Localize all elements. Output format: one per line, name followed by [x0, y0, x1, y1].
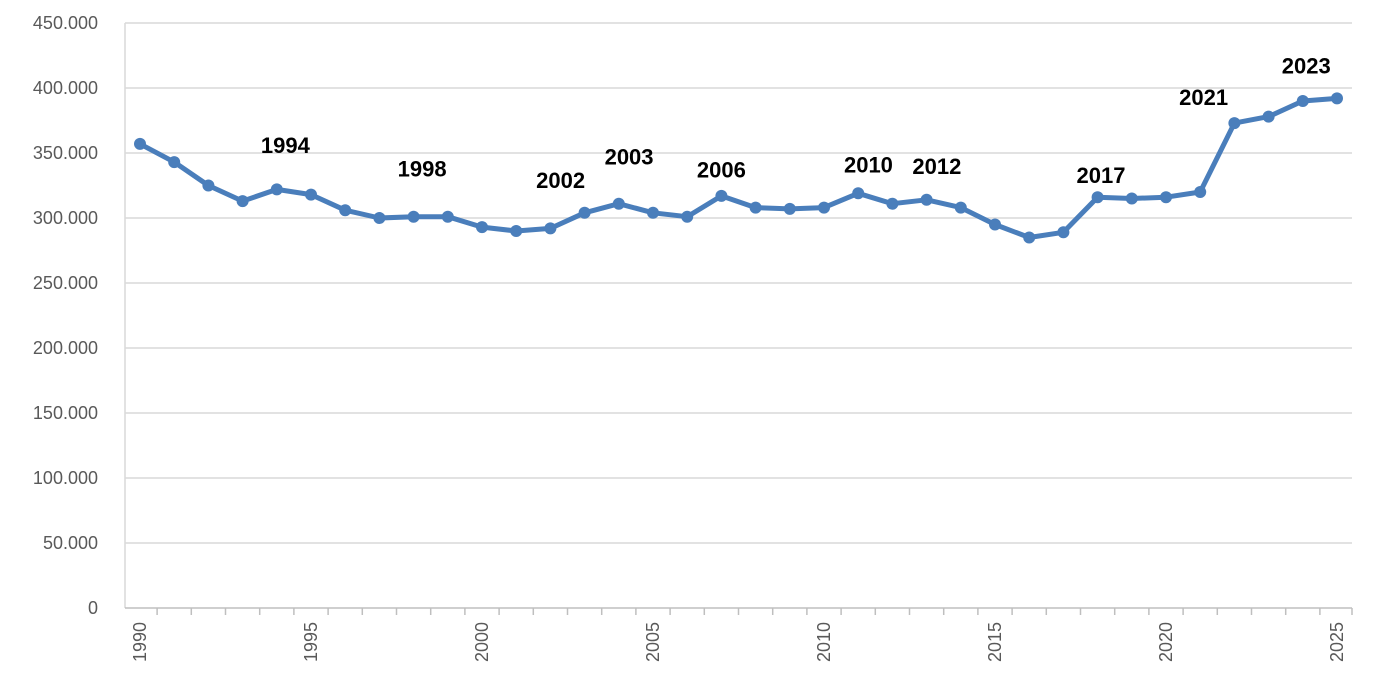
data-point [339, 204, 352, 217]
data-point [920, 193, 933, 206]
data-point [168, 156, 181, 169]
data-point [476, 221, 488, 234]
annotation-label: 2006 [697, 158, 746, 183]
x-tick-label: 2015 [985, 622, 1005, 662]
data-point [510, 225, 523, 237]
x-tick-label: 2025 [1327, 622, 1347, 662]
x-tick-labels: 1990 1995 2000 2005 2010 2015 2020 2025 [130, 622, 1347, 662]
data-point [612, 197, 625, 210]
x-tick-label: 1990 [130, 622, 150, 662]
annotation-label: 2017 [1077, 163, 1126, 188]
data-point [954, 201, 967, 214]
data-point [305, 188, 317, 201]
annotations: 1994 1998 2002 2003 2006 2010 2012 2017 2021 2023 [261, 54, 1331, 193]
data-point [202, 179, 215, 192]
data-point [1228, 117, 1241, 130]
gridlines [125, 22, 1352, 544]
series-group [134, 92, 1343, 244]
x-tick-label: 2000 [472, 622, 492, 662]
x-tick-label: 1995 [301, 622, 321, 662]
y-tick-label: 350.000 [33, 143, 98, 163]
data-point [1091, 191, 1104, 204]
data-point [1331, 92, 1343, 105]
data-point [1262, 110, 1275, 123]
data-point [134, 137, 146, 150]
data-point [989, 218, 1001, 231]
x-tick-label: 2020 [1156, 622, 1176, 662]
data-point [818, 201, 830, 214]
annotation-label: 2003 [605, 145, 654, 170]
data-point [715, 189, 728, 202]
data-point [441, 210, 454, 223]
data-point [749, 201, 762, 214]
data-point [852, 187, 865, 200]
annotation-label: 2023 [1282, 54, 1331, 79]
y-tick-label: 300.000 [33, 208, 98, 228]
x-tick-label: 2005 [643, 622, 663, 662]
annotation-label: 1998 [398, 156, 447, 181]
annotation-label: 2012 [912, 154, 961, 179]
data-point [1023, 231, 1036, 244]
data-point [1125, 192, 1138, 205]
data-point [407, 210, 420, 223]
x-tick-label: 2010 [814, 622, 834, 662]
data-point [236, 195, 249, 208]
y-tick-label: 150.000 [33, 403, 98, 423]
y-tick-label: 250.000 [33, 273, 98, 293]
data-point [1296, 95, 1309, 107]
data-point [373, 212, 386, 224]
y-tick-label: 200.000 [33, 338, 98, 358]
y-tick-label: 400.000 [33, 78, 98, 98]
data-point [544, 222, 557, 235]
data-point [783, 202, 796, 215]
annotation-label: 2002 [536, 168, 585, 193]
y-tick-label: 450.000 [33, 13, 98, 33]
axes [124, 23, 1353, 615]
y-tick-label: 100.000 [33, 468, 98, 488]
y-tick-labels: 0 50.000 100.000 150.000 200.000 250.000 300.0… [33, 13, 98, 618]
data-point [1057, 226, 1070, 239]
y-tick-label: 50.000 [43, 533, 98, 553]
data-point [1160, 191, 1172, 204]
data-point [886, 197, 899, 210]
y-tick-label: 0 [88, 598, 98, 618]
data-point [270, 183, 283, 196]
annotation-label: 1994 [261, 133, 311, 158]
annotation-label: 2021 [1179, 85, 1228, 110]
data-point [681, 210, 694, 223]
annotation-label: 2010 [844, 153, 893, 178]
data-point [578, 206, 591, 219]
data-point [647, 206, 659, 219]
data-point [1194, 186, 1207, 198]
